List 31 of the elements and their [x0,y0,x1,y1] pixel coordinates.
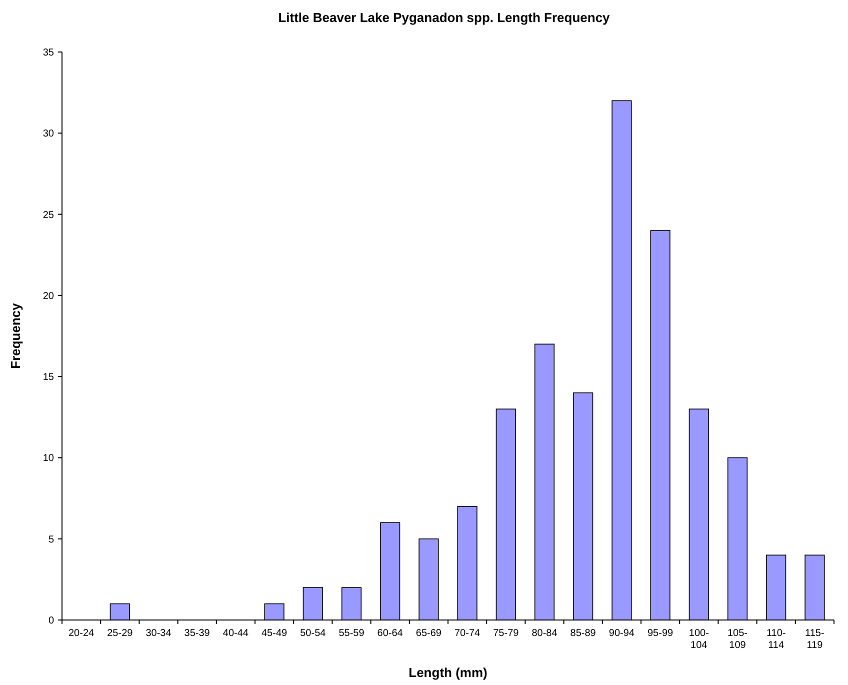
y-tick-label: 15 [42,372,54,384]
x-tick-label: 60-64 [377,628,404,639]
y-axis-title: Frequency [8,302,23,369]
x-axis-title: Length (mm) [408,665,488,680]
y-tick-label: 0 [48,616,54,626]
y-tick-label: 35 [42,48,54,58]
y-tick-label: 25 [42,210,54,221]
x-tick-label: 30-34 [146,628,172,639]
y-tick-label: 10 [42,453,54,464]
y-tick-label: 30 [42,128,54,140]
x-tick-label: 50-54 [300,628,326,639]
x-tick-label: 95-99 [648,628,674,639]
x-tick-label: 105-109 [727,628,748,651]
x-tick-label: 90-94 [608,628,635,639]
x-tick-label: 55-59 [338,628,365,639]
x-tick-label: 70-74 [454,628,481,639]
x-tick-label: 100-104 [688,628,709,651]
chart-title: Little Beaver Lake Pyganadon spp. Length Frequency [278,10,611,25]
x-tick-label: 40-44 [222,628,249,639]
x-tick-label: 25-29 [107,628,134,639]
x-tick-label: 75-79 [493,628,520,639]
x-tick-label: 35-39 [184,628,210,639]
x-tick-label: 110-114 [766,628,786,651]
x-tick-label: 80-84 [532,628,558,639]
y-tick-label: 5 [48,534,54,546]
x-tick-label: 20-24 [68,628,95,639]
x-tick-label: 85-89 [570,628,596,639]
x-tick-label: 65-69 [416,628,442,639]
x-tick-label: 45-49 [262,628,288,639]
x-tick-label: 115-119 [805,628,824,651]
y-tick-label: 20 [42,290,54,302]
